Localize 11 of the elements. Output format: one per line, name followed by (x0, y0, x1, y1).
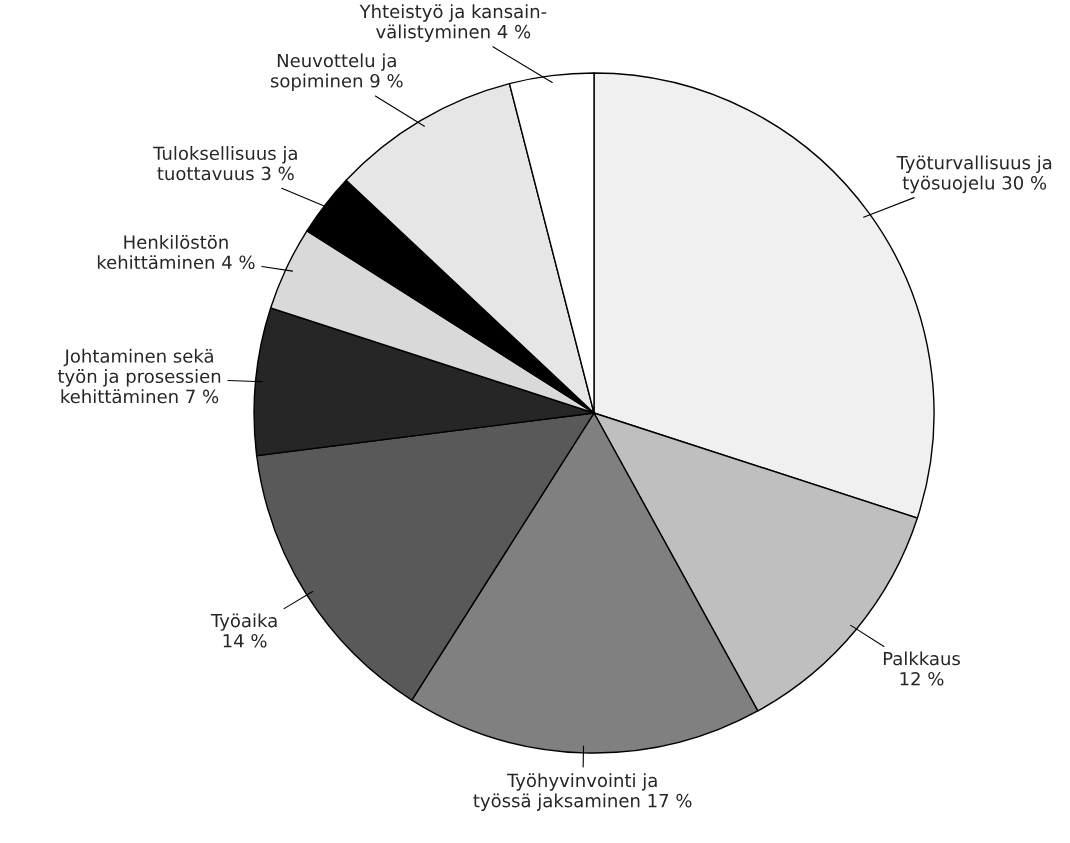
slice-label: Neuvottelu ja sopiminen 9 % (270, 53, 403, 92)
slice-label: Työturvallisuus ja työsuojelu 30 % (896, 155, 1052, 194)
slice-label: Johtaminen sekä työn ja prosessien kehittäminen 7 % (57, 348, 221, 404)
slice-label: Yhteistyö ja kansain- välistyminen 4 % (359, 4, 547, 42)
slice-label: Tuloksellisuus ja tuottavuus 3 % (153, 146, 297, 181)
slice-label: Työhyvinvointi ja työssä jaksaminen 17 % (473, 773, 692, 811)
slice-label: Työaika (210, 613, 277, 631)
slice-label: Palkkaus (883, 651, 960, 666)
slice-label: Henkilöstön kehittäminen 4 % (97, 234, 255, 270)
data-label: 14 % (223, 633, 267, 648)
data-label: 12 % (900, 671, 944, 686)
